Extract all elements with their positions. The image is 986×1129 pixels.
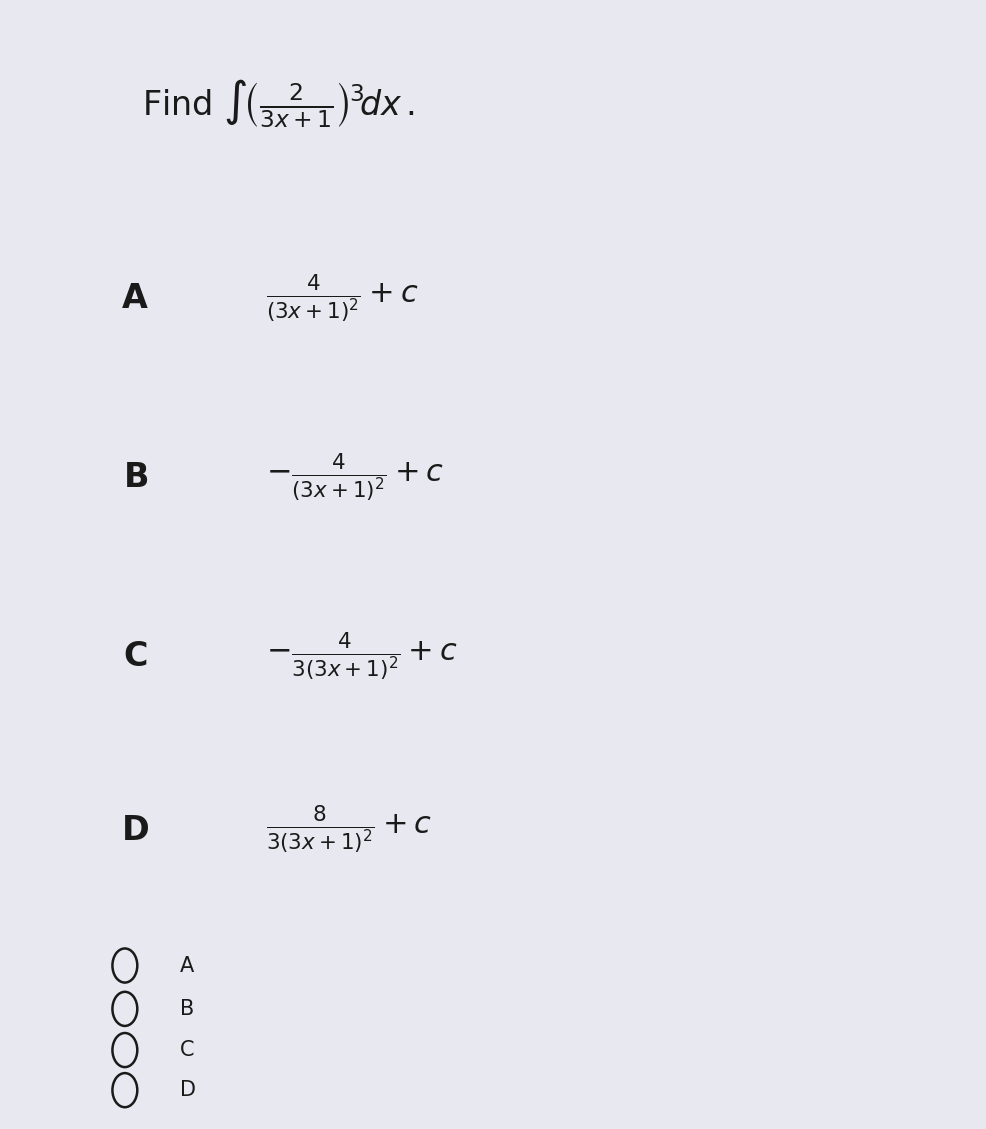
Text: $\mathbf{D}$: $\mathbf{D}$ (121, 814, 149, 847)
Text: A: A (179, 955, 194, 975)
Text: Find $\int\!\left(\frac{2}{3x+1}\right)^{\!3}\! dx\,.$: Find $\int\!\left(\frac{2}{3x+1}\right)^… (142, 78, 415, 130)
Text: D: D (179, 1080, 196, 1100)
Text: $-\frac{4}{(3x+1)^{2}}+c$: $-\frac{4}{(3x+1)^{2}}+c$ (266, 452, 445, 504)
Text: $\mathbf{B}$: $\mathbf{B}$ (122, 462, 148, 495)
Text: $\frac{4}{(3x+1)^{2}}+c$: $\frac{4}{(3x+1)^{2}}+c$ (266, 273, 419, 325)
Text: $\mathbf{A}$: $\mathbf{A}$ (121, 282, 149, 315)
Text: C: C (179, 1040, 194, 1060)
Text: $\frac{8}{3(3x+1)^{2}}+c$: $\frac{8}{3(3x+1)^{2}}+c$ (266, 804, 432, 856)
Text: B: B (179, 999, 194, 1018)
Text: $\mathbf{C}$: $\mathbf{C}$ (123, 640, 147, 673)
Text: $-\frac{4}{3(3x+1)^{2}}+c$: $-\frac{4}{3(3x+1)^{2}}+c$ (266, 630, 458, 683)
